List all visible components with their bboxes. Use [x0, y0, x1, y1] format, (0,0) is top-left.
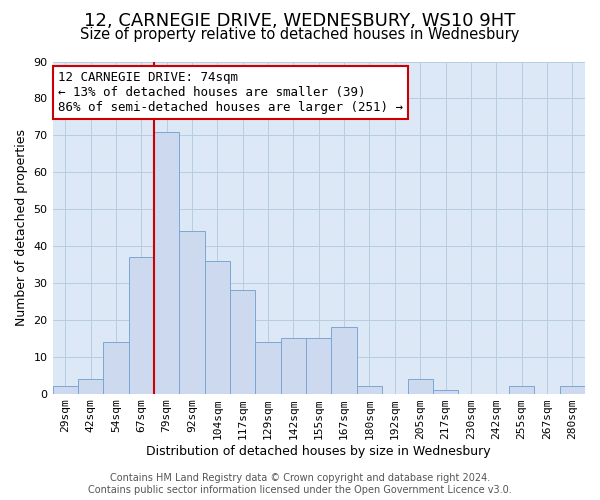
Bar [256, 342, 281, 394]
Bar [407, 379, 433, 394]
Text: Size of property relative to detached houses in Wednesbury: Size of property relative to detached ho… [80, 28, 520, 42]
Bar [331, 327, 357, 394]
Y-axis label: Number of detached properties: Number of detached properties [15, 129, 28, 326]
Bar [154, 132, 179, 394]
Bar [509, 386, 534, 394]
Text: 12, CARNEGIE DRIVE, WEDNESBURY, WS10 9HT: 12, CARNEGIE DRIVE, WEDNESBURY, WS10 9HT [85, 12, 515, 30]
Bar [128, 257, 154, 394]
Bar [357, 386, 382, 394]
Bar [306, 338, 331, 394]
Bar [281, 338, 306, 394]
Bar [78, 379, 103, 394]
X-axis label: Distribution of detached houses by size in Wednesbury: Distribution of detached houses by size … [146, 444, 491, 458]
Bar [560, 386, 585, 394]
Text: 12 CARNEGIE DRIVE: 74sqm
← 13% of detached houses are smaller (39)
86% of semi-d: 12 CARNEGIE DRIVE: 74sqm ← 13% of detach… [58, 72, 403, 114]
Bar [179, 231, 205, 394]
Bar [103, 342, 128, 394]
Bar [433, 390, 458, 394]
Text: Contains HM Land Registry data © Crown copyright and database right 2024.
Contai: Contains HM Land Registry data © Crown c… [88, 474, 512, 495]
Bar [205, 261, 230, 394]
Bar [230, 290, 256, 394]
Bar [53, 386, 78, 394]
